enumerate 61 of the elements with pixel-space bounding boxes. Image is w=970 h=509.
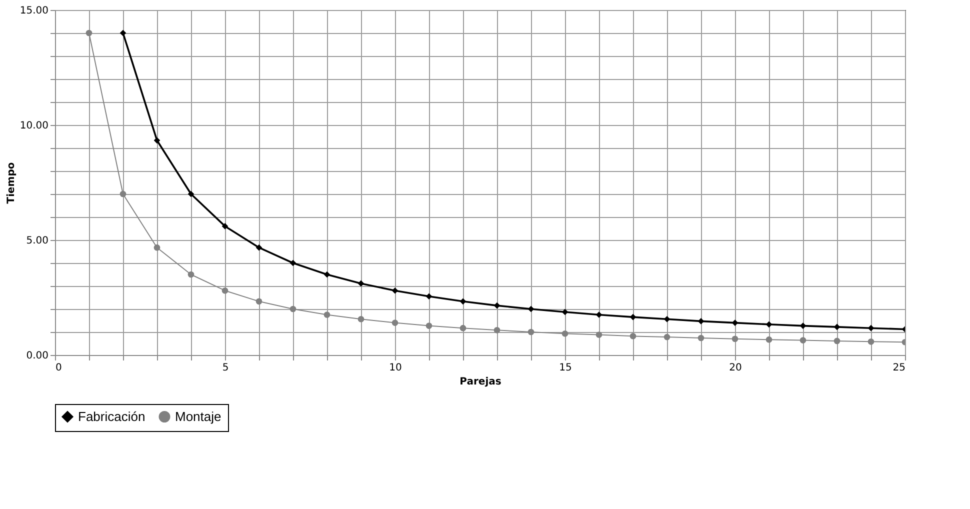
point <box>86 30 92 36</box>
point <box>664 316 670 322</box>
point <box>392 287 398 294</box>
point <box>222 287 228 294</box>
point <box>256 244 262 251</box>
x-tick-label: 5 <box>222 362 229 374</box>
point <box>154 244 160 251</box>
point <box>256 298 262 305</box>
point <box>732 336 738 342</box>
y-tick-label: 15.00 <box>20 6 48 16</box>
point <box>562 330 568 337</box>
point <box>834 324 840 330</box>
legend-label: Montaje <box>175 408 222 424</box>
y-tick-label: 10.00 <box>20 120 48 132</box>
point <box>494 327 500 334</box>
x-tick-label: 20 <box>729 362 742 374</box>
point <box>188 271 194 278</box>
x-tick-label: 0 <box>56 362 62 374</box>
point <box>120 190 126 198</box>
x-tick-label: 25 <box>892 362 906 374</box>
point <box>290 306 296 312</box>
point <box>868 338 874 345</box>
point <box>698 318 704 324</box>
x-tick-label: 15 <box>559 362 572 374</box>
point <box>800 337 806 344</box>
point <box>596 312 602 318</box>
point <box>222 223 228 230</box>
x-tick-label: 10 <box>389 362 402 374</box>
point <box>154 137 160 144</box>
point <box>630 314 636 320</box>
point <box>324 271 330 278</box>
point <box>528 306 534 312</box>
y-tick-label: 0.00 <box>26 350 48 362</box>
point <box>358 316 364 322</box>
point <box>800 322 806 329</box>
point <box>868 324 874 332</box>
point <box>426 322 432 329</box>
point <box>324 312 330 318</box>
point <box>834 338 840 344</box>
y-tick-label: 5.00 <box>26 236 48 246</box>
point <box>392 320 398 326</box>
y-axis-title: Tiempo <box>6 162 17 204</box>
point <box>562 308 568 316</box>
x-axis-title: Parejas <box>460 376 502 388</box>
point <box>630 332 636 340</box>
point <box>426 293 432 300</box>
point <box>290 260 296 266</box>
point <box>664 334 670 340</box>
point <box>732 320 738 326</box>
point <box>596 332 602 338</box>
point <box>766 321 772 328</box>
point <box>460 298 466 305</box>
point <box>120 30 126 36</box>
point <box>528 328 534 336</box>
point <box>460 324 466 332</box>
point <box>358 280 364 287</box>
point <box>698 334 704 342</box>
point <box>494 302 500 309</box>
point <box>766 336 772 343</box>
point <box>188 190 194 198</box>
legend-label: Fabricación <box>78 408 146 424</box>
